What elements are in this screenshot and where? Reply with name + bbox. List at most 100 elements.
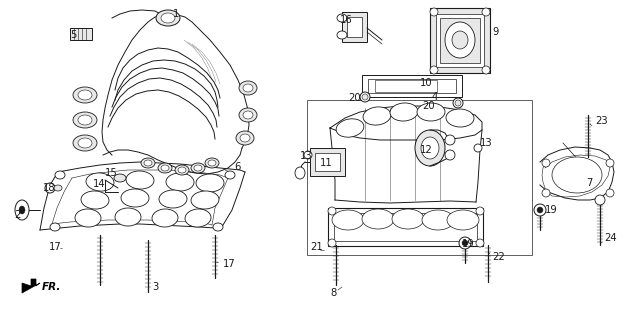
Ellipse shape	[191, 163, 205, 173]
Bar	[375, 80, 437, 92]
Ellipse shape	[304, 151, 312, 159]
Text: FR.: FR.	[42, 282, 61, 292]
Ellipse shape	[159, 190, 187, 208]
Text: 18: 18	[43, 183, 56, 193]
Ellipse shape	[141, 158, 155, 168]
Text: 19: 19	[462, 239, 475, 249]
Ellipse shape	[421, 137, 439, 159]
Ellipse shape	[185, 209, 211, 227]
Text: 3: 3	[152, 282, 158, 292]
Text: 4: 4	[432, 92, 438, 102]
Ellipse shape	[542, 159, 550, 167]
Text: 16: 16	[340, 15, 353, 25]
Ellipse shape	[45, 183, 55, 193]
Ellipse shape	[430, 66, 438, 74]
Bar	[362, 75, 462, 97]
Ellipse shape	[178, 167, 186, 173]
Ellipse shape	[175, 165, 189, 175]
Bar	[430, 8, 490, 73]
Ellipse shape	[415, 130, 445, 166]
Ellipse shape	[78, 138, 92, 148]
Ellipse shape	[15, 200, 29, 220]
Text: 10: 10	[420, 78, 433, 88]
Text: 12: 12	[420, 145, 433, 155]
Ellipse shape	[446, 109, 474, 127]
Ellipse shape	[462, 240, 468, 246]
Ellipse shape	[161, 165, 169, 171]
Text: 17: 17	[223, 259, 236, 269]
Ellipse shape	[126, 171, 154, 189]
Ellipse shape	[161, 13, 175, 23]
Ellipse shape	[55, 171, 65, 179]
Ellipse shape	[156, 10, 180, 26]
Bar	[436, 14, 484, 67]
Ellipse shape	[422, 210, 454, 230]
Text: 21: 21	[310, 242, 323, 252]
Ellipse shape	[328, 239, 336, 247]
Ellipse shape	[115, 208, 141, 226]
Ellipse shape	[78, 115, 92, 125]
Ellipse shape	[482, 8, 490, 16]
Text: 22: 22	[492, 252, 505, 262]
Text: 13: 13	[300, 151, 312, 161]
Text: 15: 15	[105, 168, 118, 178]
Ellipse shape	[337, 31, 347, 39]
Bar	[307, 100, 532, 255]
Ellipse shape	[196, 174, 224, 192]
Ellipse shape	[121, 189, 149, 207]
Ellipse shape	[54, 185, 62, 191]
Ellipse shape	[73, 112, 97, 128]
Ellipse shape	[75, 209, 101, 227]
Ellipse shape	[455, 100, 461, 106]
Text: 7: 7	[586, 178, 593, 188]
Text: 2: 2	[14, 210, 20, 220]
Text: 6: 6	[234, 162, 241, 172]
Ellipse shape	[482, 66, 490, 74]
Ellipse shape	[445, 135, 455, 145]
Bar	[328, 208, 483, 246]
Text: 5: 5	[70, 30, 76, 40]
Ellipse shape	[360, 92, 370, 102]
Text: 13: 13	[480, 138, 493, 148]
Ellipse shape	[243, 84, 253, 92]
Ellipse shape	[452, 31, 468, 49]
Bar	[315, 153, 340, 171]
Bar	[342, 12, 367, 42]
Ellipse shape	[542, 189, 550, 197]
Text: 8: 8	[330, 288, 336, 298]
Ellipse shape	[445, 150, 455, 160]
Ellipse shape	[417, 103, 445, 121]
Text: 14: 14	[93, 179, 106, 189]
Bar	[70, 28, 92, 40]
Ellipse shape	[332, 210, 364, 230]
Ellipse shape	[144, 160, 152, 166]
Ellipse shape	[606, 159, 614, 167]
Ellipse shape	[534, 204, 546, 216]
Ellipse shape	[362, 209, 394, 229]
Ellipse shape	[213, 223, 223, 231]
Ellipse shape	[205, 158, 219, 168]
Bar	[440, 18, 480, 63]
Ellipse shape	[208, 160, 216, 166]
Ellipse shape	[390, 103, 418, 121]
Ellipse shape	[166, 173, 194, 191]
Ellipse shape	[337, 14, 347, 22]
Ellipse shape	[476, 239, 484, 247]
Ellipse shape	[158, 163, 172, 173]
Ellipse shape	[81, 191, 109, 209]
Ellipse shape	[191, 191, 219, 209]
Ellipse shape	[19, 206, 25, 214]
Ellipse shape	[392, 209, 424, 229]
Bar	[347, 17, 362, 37]
Text: 17: 17	[49, 242, 61, 252]
Bar	[310, 148, 345, 176]
Polygon shape	[22, 279, 40, 293]
Text: 9: 9	[492, 27, 499, 37]
Ellipse shape	[362, 94, 368, 100]
Ellipse shape	[453, 98, 463, 108]
Ellipse shape	[236, 131, 254, 145]
Ellipse shape	[445, 22, 475, 58]
Ellipse shape	[328, 207, 336, 215]
Text: 20: 20	[348, 93, 360, 103]
Ellipse shape	[225, 171, 235, 179]
